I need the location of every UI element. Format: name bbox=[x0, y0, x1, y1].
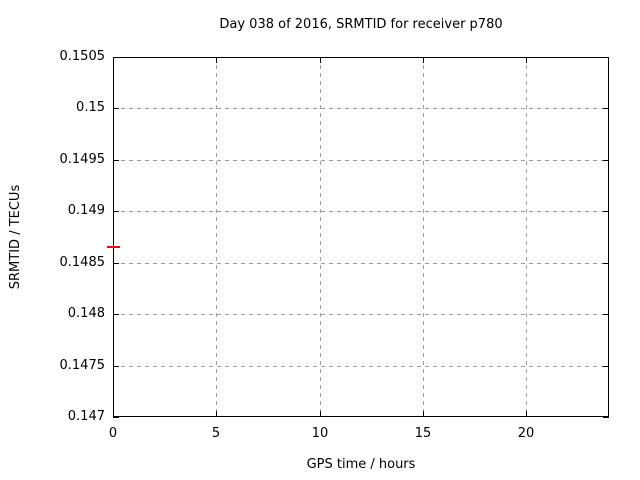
y-tick-mark-left bbox=[113, 57, 119, 58]
y-tick-label: 0.1475 bbox=[59, 358, 106, 373]
y-tick-mark-left bbox=[113, 417, 119, 418]
y-tick-label: 0.147 bbox=[67, 409, 105, 424]
x-tick-mark-bottom bbox=[320, 411, 321, 417]
y-tick-label: 0.1485 bbox=[59, 255, 106, 270]
y-tick-label: 0.148 bbox=[67, 306, 105, 321]
grid-line-y bbox=[113, 160, 609, 161]
grid-line-y bbox=[113, 314, 609, 315]
chart-title: Day 038 of 2016, SRMTID for receiver p78… bbox=[219, 17, 503, 32]
x-tick-label: 15 bbox=[414, 426, 432, 441]
y-tick-mark-left bbox=[113, 263, 119, 264]
y-tick-mark-right bbox=[603, 108, 609, 109]
y-tick-mark-left bbox=[113, 160, 119, 161]
data-point-marker bbox=[107, 246, 120, 248]
x-tick-mark-bottom bbox=[216, 411, 217, 417]
x-tick-label: 5 bbox=[211, 426, 221, 441]
x-tick-label: 0 bbox=[108, 426, 118, 441]
grid-line-x bbox=[216, 57, 217, 417]
x-tick-label: 20 bbox=[517, 426, 535, 441]
y-tick-mark-right bbox=[603, 314, 609, 315]
y-tick-mark-right bbox=[603, 160, 609, 161]
x-axis-label: GPS time / hours bbox=[306, 457, 416, 472]
x-tick-mark-top bbox=[526, 57, 527, 63]
y-tick-label: 0.15 bbox=[76, 100, 105, 115]
y-tick-mark-right bbox=[603, 417, 609, 418]
grid-line-y bbox=[113, 211, 609, 212]
x-tick-mark-top bbox=[320, 57, 321, 63]
plot-area bbox=[113, 57, 609, 417]
y-tick-mark-left bbox=[113, 211, 119, 212]
y-tick-mark-left bbox=[113, 314, 119, 315]
y-tick-label: 0.1495 bbox=[59, 152, 106, 167]
x-tick-mark-bottom bbox=[423, 411, 424, 417]
y-tick-label: 0.149 bbox=[67, 203, 105, 218]
y-tick-mark-right bbox=[603, 211, 609, 212]
x-tick-mark-top bbox=[216, 57, 217, 63]
grid-line-x bbox=[423, 57, 424, 417]
y-axis-label: SRMTID / TECUs bbox=[8, 184, 23, 290]
y-tick-mark-left bbox=[113, 108, 119, 109]
grid-line-y bbox=[113, 108, 609, 109]
grid-line-y bbox=[113, 263, 609, 264]
y-tick-mark-right bbox=[603, 366, 609, 367]
y-tick-mark-left bbox=[113, 366, 119, 367]
y-tick-label: 0.1505 bbox=[59, 49, 106, 64]
y-tick-mark-right bbox=[603, 57, 609, 58]
x-tick-mark-bottom bbox=[526, 411, 527, 417]
x-tick-mark-bottom bbox=[113, 411, 114, 417]
grid-line-y bbox=[113, 366, 609, 367]
x-tick-mark-top bbox=[113, 57, 114, 63]
grid-line-x bbox=[526, 57, 527, 417]
x-tick-label: 10 bbox=[311, 426, 329, 441]
grid-line-x bbox=[320, 57, 321, 417]
y-tick-mark-right bbox=[603, 263, 609, 264]
x-tick-mark-top bbox=[423, 57, 424, 63]
